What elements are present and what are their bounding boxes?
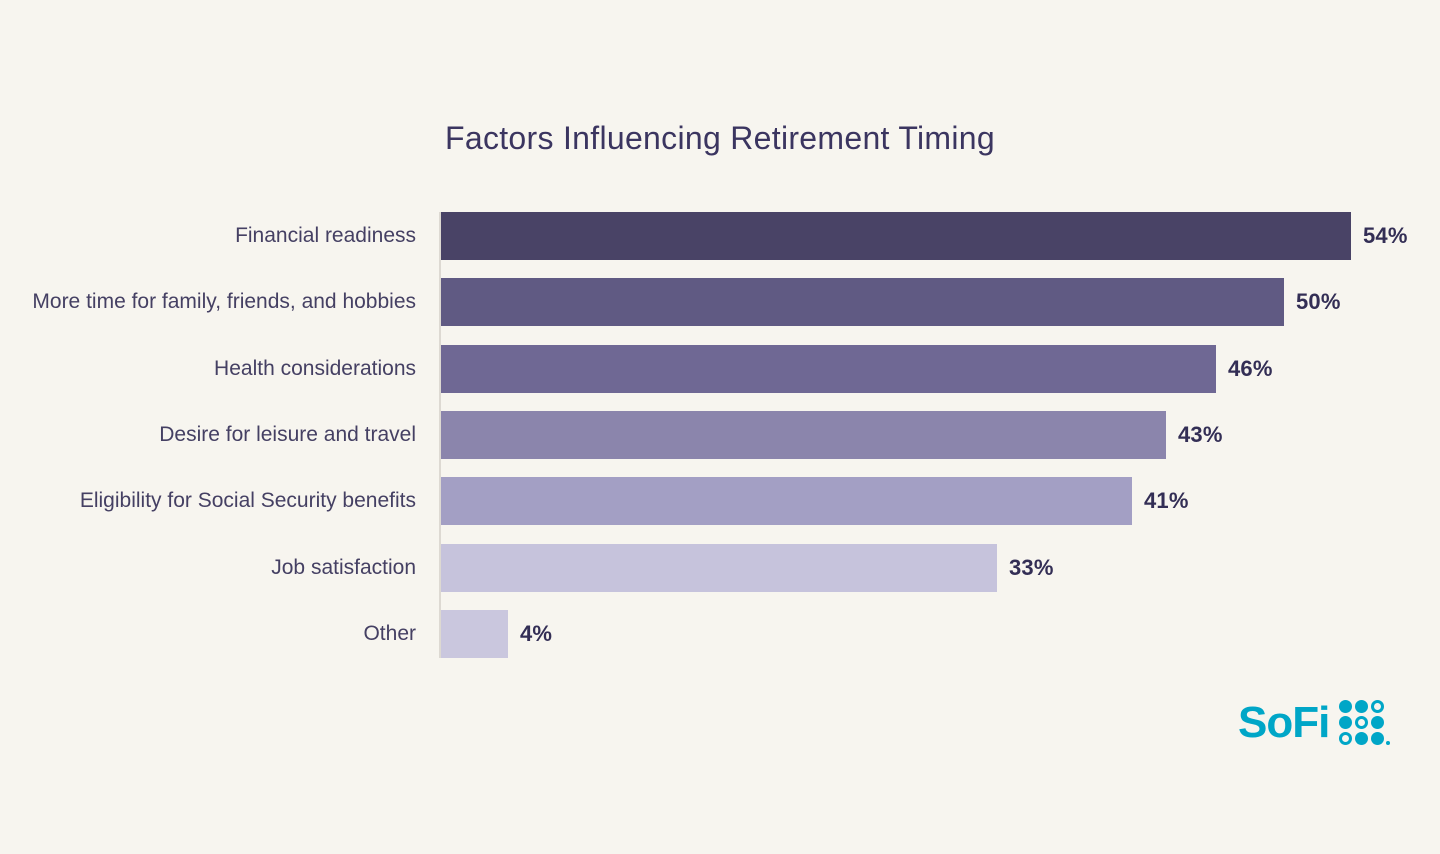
value-label: 54% xyxy=(1363,223,1408,248)
logo-dot-filled xyxy=(1339,700,1353,713)
bar-wrap: 33% xyxy=(441,543,1440,592)
logo-dot-filled xyxy=(1371,716,1385,729)
category-label: Eligibility for Social Security benefits xyxy=(79,489,416,513)
bar-row: More time for family, friends, and hobbi… xyxy=(0,278,1440,327)
value-label: 50% xyxy=(1296,289,1341,315)
bar-row: Eligibility for Social Security benefits… xyxy=(0,477,1440,526)
bar-wrap: 41% xyxy=(441,477,1440,526)
category-label: Desire for leisure and travel xyxy=(159,422,416,446)
value-label: 43% xyxy=(1178,421,1223,447)
value-label: 41% xyxy=(1144,488,1189,514)
bar-row: Financial readiness 54% xyxy=(0,212,1440,260)
chart-title: Factors Influencing Retirement Timing xyxy=(445,120,995,156)
bar xyxy=(441,278,1284,327)
bar-wrap: 4% xyxy=(441,609,1440,658)
category-label: Financial readiness xyxy=(235,224,416,247)
sofi-logo-text: SoFi xyxy=(1238,697,1330,747)
logo-dot-filled xyxy=(1355,732,1369,745)
bar-row: Desire for leisure and travel 43% xyxy=(0,410,1440,459)
logo-dot-outline xyxy=(1371,700,1385,713)
value-label: 33% xyxy=(1009,554,1054,580)
bar-rows-container: Financial readiness 54% More time for fami… xyxy=(0,212,1440,658)
logo-dot-outline xyxy=(1355,716,1369,729)
bar-wrap: 54% xyxy=(441,212,1440,260)
logo-dot-filled xyxy=(1339,716,1353,729)
bar xyxy=(441,344,1216,393)
bar-wrap: 46% xyxy=(441,344,1440,393)
value-label: 46% xyxy=(1228,355,1273,381)
bar xyxy=(441,477,1132,526)
bar-wrap: 50% xyxy=(441,278,1440,327)
bar-row: Health considerations 46% xyxy=(0,344,1440,393)
bar-row: Job satisfaction 33% xyxy=(0,543,1440,592)
y-axis-line xyxy=(439,212,441,658)
trademark-dot xyxy=(1386,741,1391,745)
category-label: Job satisfaction xyxy=(271,555,416,579)
sofi-logo: SoFi xyxy=(1238,697,1391,747)
bar-wrap: 43% xyxy=(441,410,1440,459)
bar-chart: Financial readiness 54% More time for fami… xyxy=(0,212,1440,658)
category-label: More time for family, friends, and hobbi… xyxy=(32,290,416,314)
bar xyxy=(441,543,997,592)
bar-row: Other 4% xyxy=(0,609,1440,658)
logo-dot-filled xyxy=(1355,700,1369,713)
bar xyxy=(441,212,1351,260)
value-label: 4% xyxy=(520,620,553,646)
category-label: Other xyxy=(363,621,416,645)
sofi-logo-dots-icon xyxy=(1339,700,1391,745)
logo-dot-outline xyxy=(1339,732,1353,745)
logo-dot-filled xyxy=(1371,732,1385,745)
bar xyxy=(441,609,508,658)
bar xyxy=(441,410,1166,459)
category-label: Health considerations xyxy=(214,356,416,380)
